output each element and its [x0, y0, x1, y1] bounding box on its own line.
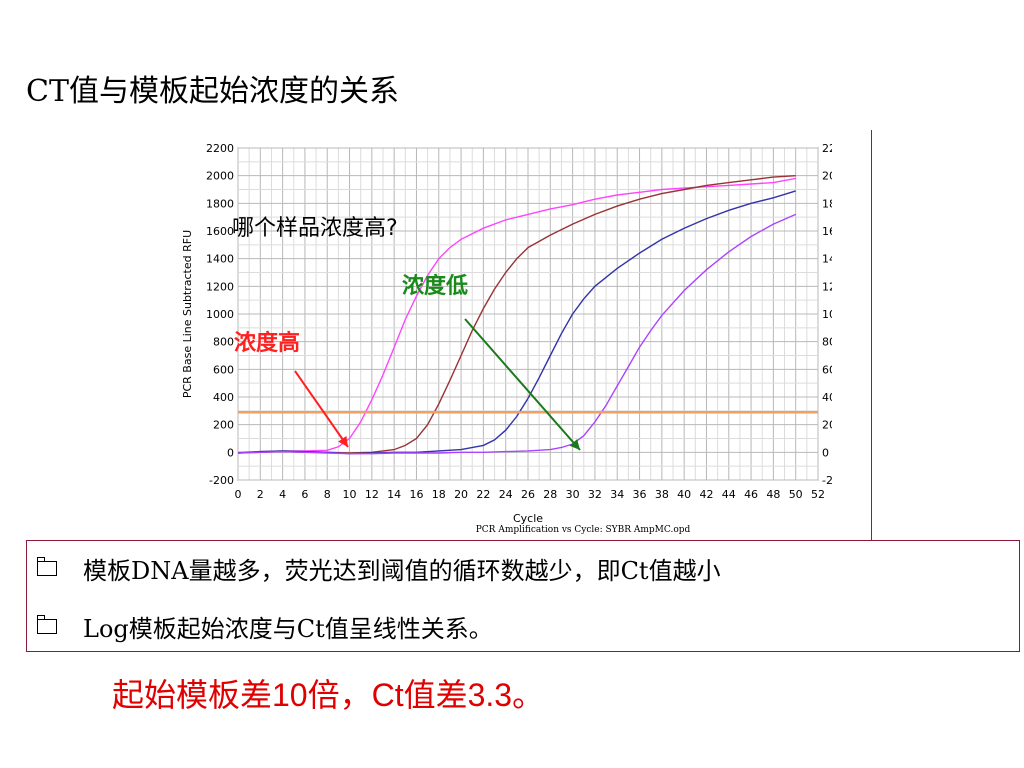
note-item: 模板DNA量越多，荧光达到阈值的循环数越少，即Ct值越小 [37, 548, 721, 588]
y-tick-label: 200 [213, 419, 234, 432]
x-tick-label: 2 [257, 488, 264, 501]
x-tick-label: 4 [279, 488, 286, 501]
arrow-high-head [338, 435, 348, 447]
arrow-high [294, 370, 349, 448]
amplification-chart-svg: -200-20000200200400400600600800800100010… [181, 142, 832, 535]
x-tick-label: 36 [633, 488, 647, 501]
x-tick-label: 50 [789, 488, 803, 501]
y-tick-label: 1000 [206, 308, 234, 321]
x-tick-label: 8 [324, 488, 331, 501]
note-item: Log模板起始浓度与Ct值呈线性关系。 [37, 606, 493, 646]
x-tick-label: 24 [499, 488, 513, 501]
annotation-low: 浓度低 [402, 273, 468, 299]
y-tick-label: 1400 [206, 253, 234, 266]
series-line [237, 213, 796, 455]
footer-note: 起始模板差10倍，Ct值差3.3。 [112, 677, 545, 713]
y-tick-label-right: 2000 [822, 170, 832, 183]
y-tick-label-right: 400 [822, 391, 832, 404]
x-tick-label: 52 [811, 488, 825, 501]
y-tick-label: 1800 [206, 197, 234, 210]
x-tick-label: 30 [566, 488, 580, 501]
x-tick-label: 38 [655, 488, 669, 501]
y-tick-label: 800 [213, 336, 234, 349]
slide-title: CT值与模板起始浓度的关系 [26, 74, 399, 109]
y-axis-label: PCR Base Line Subtracted RFU [181, 230, 194, 398]
arrow-low [464, 318, 581, 451]
x-tick-label: 48 [766, 488, 780, 501]
x-tick-label: 46 [744, 488, 758, 501]
y-tick-label-right: 600 [822, 363, 832, 376]
notes-box: 模板DNA量越多，荧光达到阈值的循环数越少，即Ct值越小 Log模板起始浓度与C… [26, 540, 1020, 652]
y-tick-label-right: 1600 [822, 225, 832, 238]
y-tick-label-right: 1800 [822, 197, 832, 210]
note-text: Log模板起始浓度与Ct值呈线性关系。 [83, 614, 493, 643]
y-tick-label: -200 [209, 474, 234, 487]
y-tick-label-right: 800 [822, 336, 832, 349]
x-tick-label: 26 [521, 488, 535, 501]
y-tick-label: 2000 [206, 170, 234, 183]
x-tick-label: 10 [343, 488, 357, 501]
x-tick-label: 12 [365, 488, 379, 501]
x-tick-label: 6 [301, 488, 308, 501]
x-tick-label: 28 [543, 488, 557, 501]
y-tick-label-right: 1000 [822, 308, 832, 321]
annotation-question: 哪个样品浓度高? [232, 216, 398, 241]
chart-caption: PCR Amplification vs Cycle: SYBR AmpMC.o… [476, 525, 691, 535]
y-tick-label-right: 2200 [822, 142, 832, 155]
amplification-chart: -200-20000200200400400600600800800100010… [176, 135, 832, 535]
x-tick-label: 22 [476, 488, 490, 501]
y-tick-label-right: 200 [822, 419, 832, 432]
x-tick-label: 32 [588, 488, 602, 501]
series-line [237, 177, 796, 453]
folder-bullet-icon [37, 614, 57, 634]
y-tick-label: 2200 [206, 142, 234, 155]
x-axis-label: Cycle [513, 512, 543, 525]
x-tick-label: 0 [235, 488, 242, 501]
arrow-low-head [569, 439, 580, 450]
y-tick-label-right: 1200 [822, 280, 832, 293]
x-tick-label: 42 [699, 488, 713, 501]
y-tick-label: 1600 [206, 225, 234, 238]
folder-bullet-icon [37, 556, 57, 576]
y-tick-label-right: 0 [822, 446, 829, 459]
annotation-high: 浓度高 [234, 330, 300, 356]
y-tick-label: 0 [227, 446, 234, 459]
note-text: 模板DNA量越多，荧光达到阈值的循环数越少，即Ct值越小 [83, 556, 721, 585]
y-tick-label-right: 1400 [822, 253, 832, 266]
x-tick-label: 18 [432, 488, 446, 501]
x-tick-label: 16 [409, 488, 423, 501]
x-tick-label: 44 [722, 488, 736, 501]
x-tick-label: 34 [610, 488, 624, 501]
divider-line [871, 130, 872, 542]
y-tick-label: 600 [213, 363, 234, 376]
x-tick-label: 14 [387, 488, 401, 501]
y-tick-label: 400 [213, 391, 234, 404]
x-tick-label: 40 [677, 488, 691, 501]
x-tick-label: 20 [454, 488, 468, 501]
y-tick-label: 1200 [206, 280, 234, 293]
y-tick-label-right: -200 [822, 474, 832, 487]
